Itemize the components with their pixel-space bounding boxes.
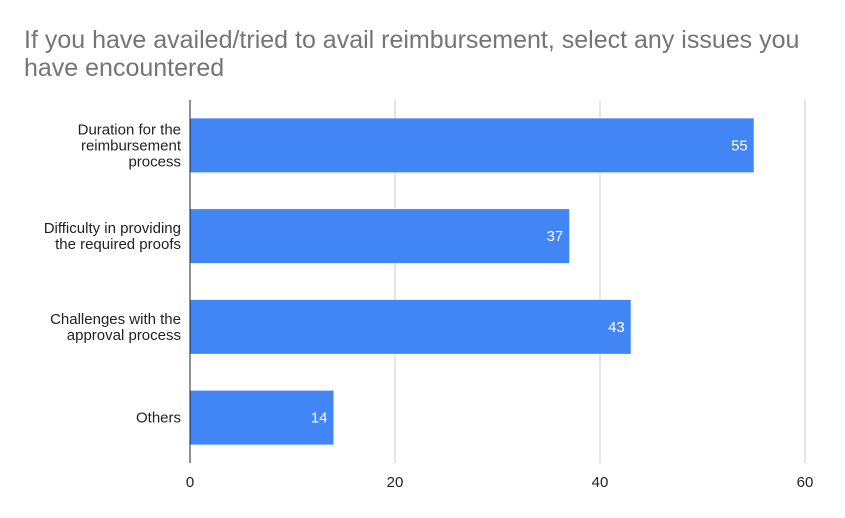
bar [190,299,631,354]
chart-title: If you have availed/tried to avail reimb… [24,26,800,82]
x-tick-label: 60 [797,474,814,491]
category-label: Others [136,410,181,427]
bar [190,209,570,264]
category-label-line: Duration for the [78,121,181,138]
category-label-line: the required proofs [55,236,181,253]
data-label: 55 [731,137,748,154]
x-tick-labels: 0 20 40 60 [186,474,814,491]
bars: 55 37 43 14 [190,118,754,445]
data-label: 43 [608,319,625,336]
x-tick-label: 20 [387,474,404,491]
category-label-line: Challenges with the [50,311,181,328]
x-tick-label: 0 [186,474,194,491]
bar [190,390,334,445]
bar [190,118,754,173]
x-tick-label: 40 [592,474,609,491]
category-label-line: Others [136,410,181,427]
data-label: 14 [311,410,328,427]
category-label-line: process [128,153,181,170]
category-label-line: Difficulty in providing [44,220,181,237]
category-label-line: approval process [67,327,181,344]
category-label: Duration for the reimbursement process [78,121,182,170]
category-labels: Duration for the reimbursement process Diff… [44,121,182,426]
category-label: Challenges with the approval process [50,311,181,344]
category-label: Difficulty in providing the required proo… [44,220,181,253]
category-label-line: reimbursement [81,137,182,154]
data-label: 37 [547,228,564,245]
